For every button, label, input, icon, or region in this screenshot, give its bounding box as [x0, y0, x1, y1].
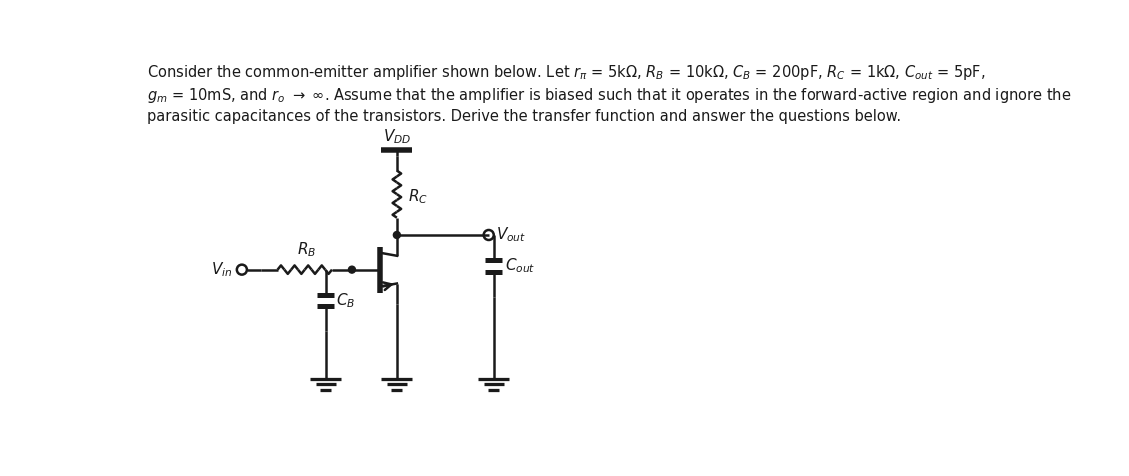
Text: $V_{in}$: $V_{in}$ — [211, 260, 233, 279]
Circle shape — [349, 266, 356, 273]
Text: parasitic capacitances of the transistors. Derive the transfer function and answ: parasitic capacitances of the transistor… — [147, 109, 901, 125]
Text: $g_m$ = 10mS, and $r_o$ $\rightarrow$ $\infty$. Assume that the amplifier is bia: $g_m$ = 10mS, and $r_o$ $\rightarrow$ $\… — [147, 86, 1071, 105]
Text: Consider the common-emitter amplifier shown below. Let $r_\pi$ = 5k$\Omega$, $R_: Consider the common-emitter amplifier sh… — [147, 63, 986, 82]
Circle shape — [393, 231, 401, 238]
Text: $R_B$: $R_B$ — [297, 240, 316, 259]
Text: $V_{DD}$: $V_{DD}$ — [383, 127, 411, 146]
Text: $R_C$: $R_C$ — [408, 187, 428, 206]
Text: $C_B$: $C_B$ — [335, 291, 355, 310]
Text: $C_{out}$: $C_{out}$ — [505, 257, 535, 275]
Text: $V_{out}$: $V_{out}$ — [496, 226, 526, 244]
